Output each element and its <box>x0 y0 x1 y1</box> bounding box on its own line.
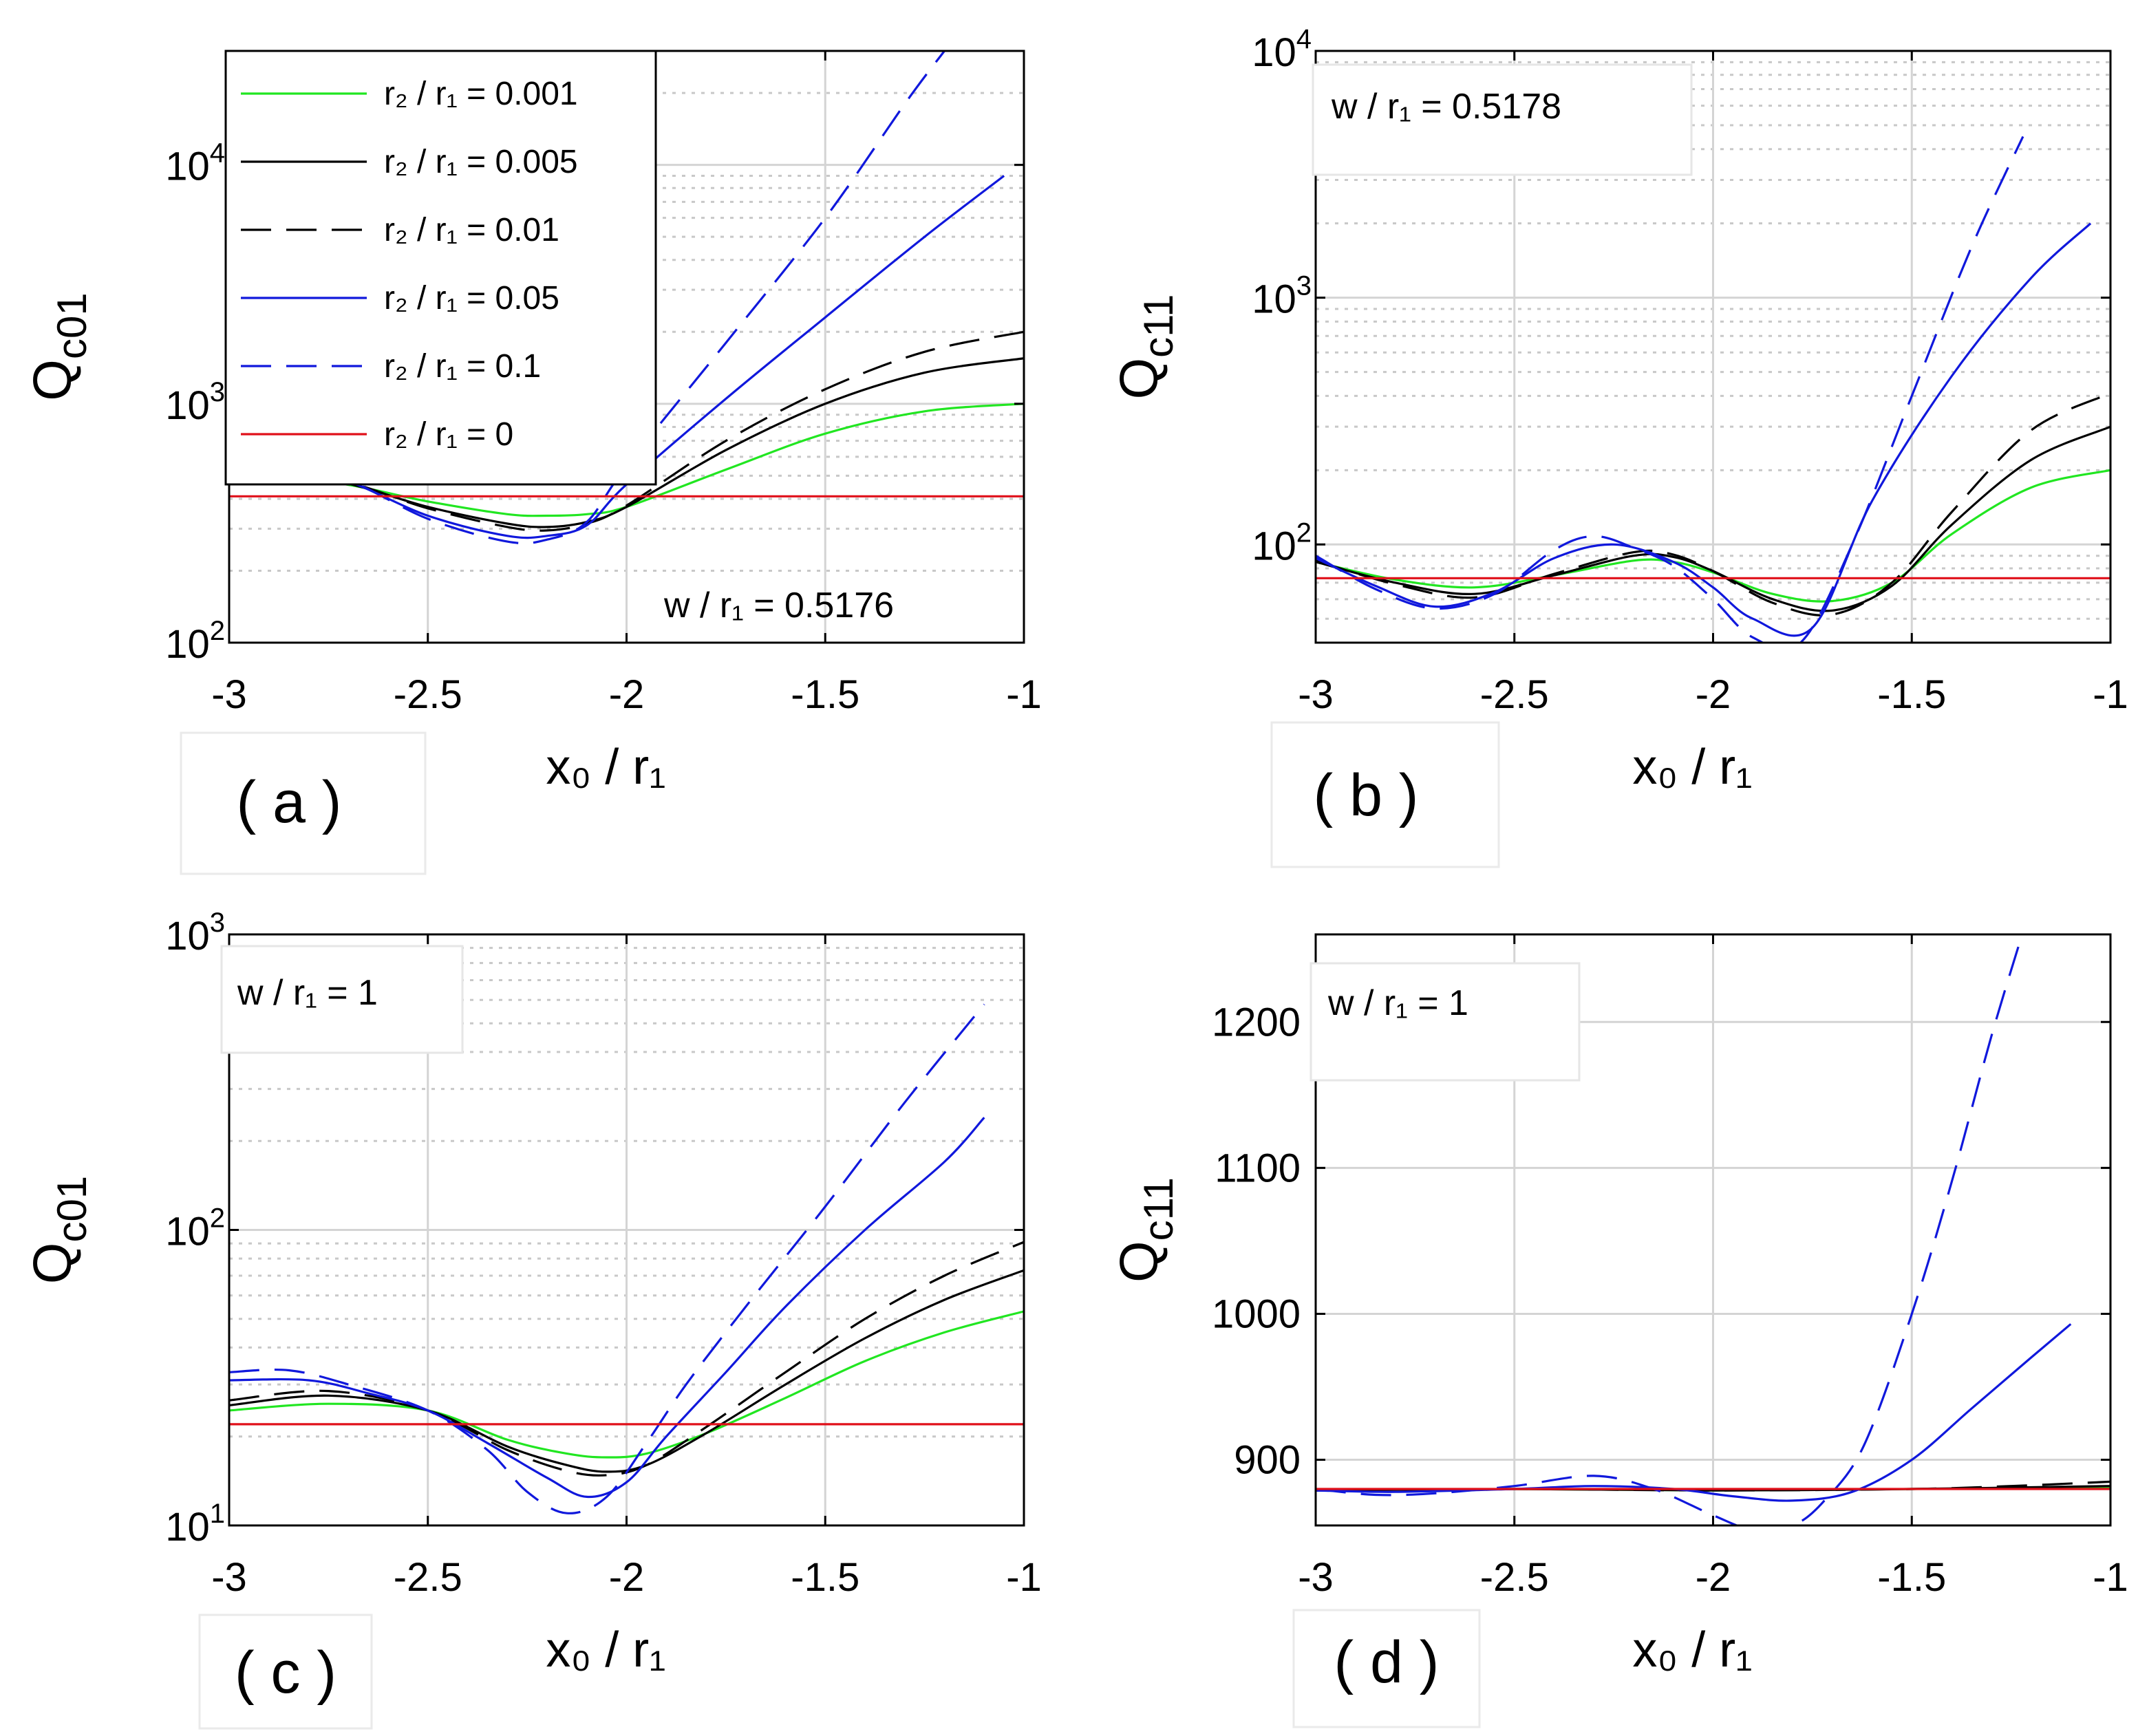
y-axis-label: Qc11 <box>1109 1177 1182 1283</box>
y-axis-label: Qc11 <box>1109 294 1182 400</box>
x-tick-label: -2 <box>1696 672 1731 717</box>
y-tick-label: 900 <box>1234 1438 1301 1483</box>
series-group <box>229 1003 1024 1514</box>
panel-a: -3 -2.5 -2 -1.5 -1 102 103 104 x₀ / r₁ Qc01 w / r₁… <box>22 50 1042 875</box>
legend-label: r₂ / r₁ = 0.001 <box>384 76 578 112</box>
y-axis-label: Qc01 <box>22 292 95 400</box>
panel-label: ( b ) <box>1314 762 1419 828</box>
x-axis-label: x₀ / r₁ <box>546 740 665 795</box>
y-tick-label: 1200 <box>1212 1000 1301 1044</box>
legend-box <box>224 50 657 486</box>
y-tick-label: 103 <box>165 908 225 958</box>
y-tick-label: 103 <box>1252 271 1312 322</box>
x-tick-label: -2.5 <box>394 672 462 717</box>
x-tick-label: -1 <box>2093 1555 2128 1600</box>
x-tick-label: -2.5 <box>394 1555 462 1600</box>
panel-label: ( d ) <box>1334 1629 1440 1695</box>
x-tick-label: -1 <box>2093 672 2128 717</box>
annotation-box <box>1309 962 1581 1082</box>
annotation-box <box>220 945 464 1054</box>
y-tick-label: 1100 <box>1215 1146 1301 1190</box>
x-tick-label: -2 <box>1696 1555 1731 1600</box>
series-line-4 <box>229 51 945 545</box>
series-line-4 <box>229 1003 985 1514</box>
panel-c: -3 -2.5 -2 -1.5 -1 101 102 103 x₀ / r₁ Qc01 w / r₁… <box>22 908 1042 1730</box>
panel-label-box <box>198 1614 373 1730</box>
series-line-1 <box>229 1269 1024 1473</box>
series-group <box>1316 136 2110 643</box>
y-tick-label: 102 <box>165 616 225 667</box>
legend-label: r₂ / r₁ = 0.005 <box>384 144 578 180</box>
x-tick-label: -1.5 <box>1877 672 1946 717</box>
x-tick-label: -1 <box>1006 672 1042 717</box>
x-axis-label: x₀ / r₁ <box>1632 740 1752 795</box>
series-line-3 <box>1316 222 2092 637</box>
annotation-text: w / r₁ = 1 <box>1327 983 1468 1023</box>
series-line-4 <box>1316 136 2024 643</box>
panel-label-box <box>1292 1609 1481 1728</box>
y-tick-label: 1000 <box>1212 1292 1301 1336</box>
y-tick-label: 104 <box>1252 24 1312 75</box>
series-line-3 <box>229 1117 985 1499</box>
series-group <box>1316 934 2110 1525</box>
annotation-text: w / r₁ = 1 <box>237 973 378 1013</box>
x-tick-label: -1.5 <box>791 1555 859 1600</box>
legend-label: r₂ / r₁ = 0.05 <box>384 280 559 317</box>
x-tick-label: -1 <box>1006 1555 1042 1600</box>
x-axis-label: x₀ / r₁ <box>1632 1622 1752 1678</box>
y-tick-label: 104 <box>165 138 225 189</box>
series-group <box>229 51 1024 545</box>
x-tick-label: -3 <box>211 672 247 717</box>
x-axis-label: x₀ / r₁ <box>546 1622 665 1678</box>
x-tick-label: -3 <box>1298 1555 1334 1600</box>
x-tick-label: -1.5 <box>791 672 859 717</box>
series-line-2 <box>229 1241 1024 1477</box>
y-tick-label: 101 <box>165 1499 225 1550</box>
x-tick-label: -2 <box>609 672 645 717</box>
panel-label: ( c ) <box>235 1640 336 1706</box>
y-tick-label: 103 <box>165 377 225 428</box>
y-tick-label: 102 <box>1252 517 1312 568</box>
y-tick-label: 102 <box>165 1203 225 1254</box>
annotation-text: w / r₁ = 0.5178 <box>1331 87 1561 127</box>
annotation-text: w / r₁ = 0.5176 <box>663 586 894 625</box>
panel-label-box <box>180 731 427 875</box>
panel-label: ( a ) <box>237 769 342 835</box>
panel-label-box <box>1270 721 1500 868</box>
x-tick-label: -2 <box>609 1555 645 1600</box>
annotation-box <box>1312 63 1693 176</box>
x-tick-label: -2.5 <box>1480 672 1549 717</box>
panel-d: -3 -2.5 -2 -1.5 -1 900 1000 1100 1200 x₀ / r₁ Qc11… <box>1109 933 2128 1728</box>
y-axis-label: Qc01 <box>22 1176 95 1284</box>
series-line-4 <box>1316 934 2024 1525</box>
x-tick-label: -3 <box>1298 672 1334 717</box>
series-line-2 <box>229 330 1024 532</box>
series-line-0 <box>229 1310 1024 1459</box>
legend-label: r₂ / r₁ = 0.1 <box>384 348 541 385</box>
panel-b: -3 -2.5 -2 -1.5 -1 102 103 104 x₀ / r₁ Qc11 w / r₁… <box>1109 24 2128 868</box>
x-tick-label: -2.5 <box>1480 1555 1549 1600</box>
x-tick-label: -3 <box>211 1555 247 1600</box>
legend-label: r₂ / r₁ = 0.01 <box>384 212 559 248</box>
legend-label: r₂ / r₁ = 0 <box>384 416 513 453</box>
x-tick-label: -1.5 <box>1877 1555 1946 1600</box>
